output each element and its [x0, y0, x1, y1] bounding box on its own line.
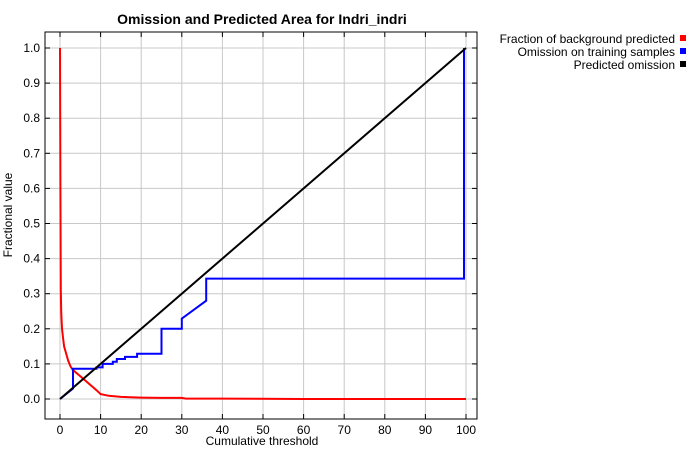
y-tick-label: 0.3 — [23, 287, 40, 301]
x-tick-label: 30 — [175, 423, 189, 437]
x-tick-label: 20 — [135, 423, 149, 437]
y-tick-label: 0.2 — [23, 322, 40, 336]
series-background-line — [59, 47, 466, 400]
y-tick-label: 1.0 — [23, 41, 40, 55]
grid — [45, 32, 477, 419]
y-tick-label: 0.5 — [23, 217, 40, 231]
legend-label-background: Fraction of background predicted — [500, 32, 675, 46]
y-tick-label: 0.1 — [23, 357, 40, 371]
x-tick-label: 60 — [297, 423, 311, 437]
y-tick-label: 0.6 — [23, 181, 40, 195]
legend-swatch-omission — [680, 48, 686, 54]
plot-area: 0 10 20 30 40 50 60 70 80 90 100 0.0 0.1 0.2 0.3 0.4 0.5… — [23, 31, 478, 437]
legend: Fraction of background predicted Omissio… — [500, 32, 686, 72]
x-tick-label: 40 — [216, 423, 230, 437]
x-tick-label: 70 — [338, 423, 352, 437]
y-axis-label: Fractional value — [1, 172, 15, 257]
x-tick-label: 50 — [256, 423, 270, 437]
x-tick-label: 80 — [378, 423, 392, 437]
axis-ticks: 0 10 20 30 40 50 60 70 80 90 100 0.0 0.1 0.2 0.3 0.4 0.5… — [23, 32, 477, 437]
legend-label-omission: Omission on training samples — [518, 45, 675, 59]
x-axis-label: Cumulative threshold — [206, 434, 319, 448]
chart-title: Omission and Predicted Area for Indri_in… — [117, 11, 407, 27]
x-tick-label: 90 — [419, 423, 433, 437]
legend-label-predicted: Predicted omission — [574, 58, 675, 72]
x-tick-label: 100 — [456, 423, 476, 437]
y-tick-label: 0.8 — [23, 111, 40, 125]
y-tick-label: 0.9 — [23, 76, 40, 90]
y-tick-label: 0.0 — [23, 392, 40, 406]
y-tick-label: 0.7 — [23, 146, 40, 160]
x-tick-label: 0 — [57, 423, 64, 437]
legend-swatch-predicted — [680, 61, 686, 67]
series-layer — [59, 47, 467, 400]
legend-swatch-background — [680, 35, 686, 41]
x-tick-label: 10 — [94, 423, 108, 437]
series-predicted-line — [59, 47, 467, 400]
y-tick-label: 0.4 — [23, 252, 40, 266]
